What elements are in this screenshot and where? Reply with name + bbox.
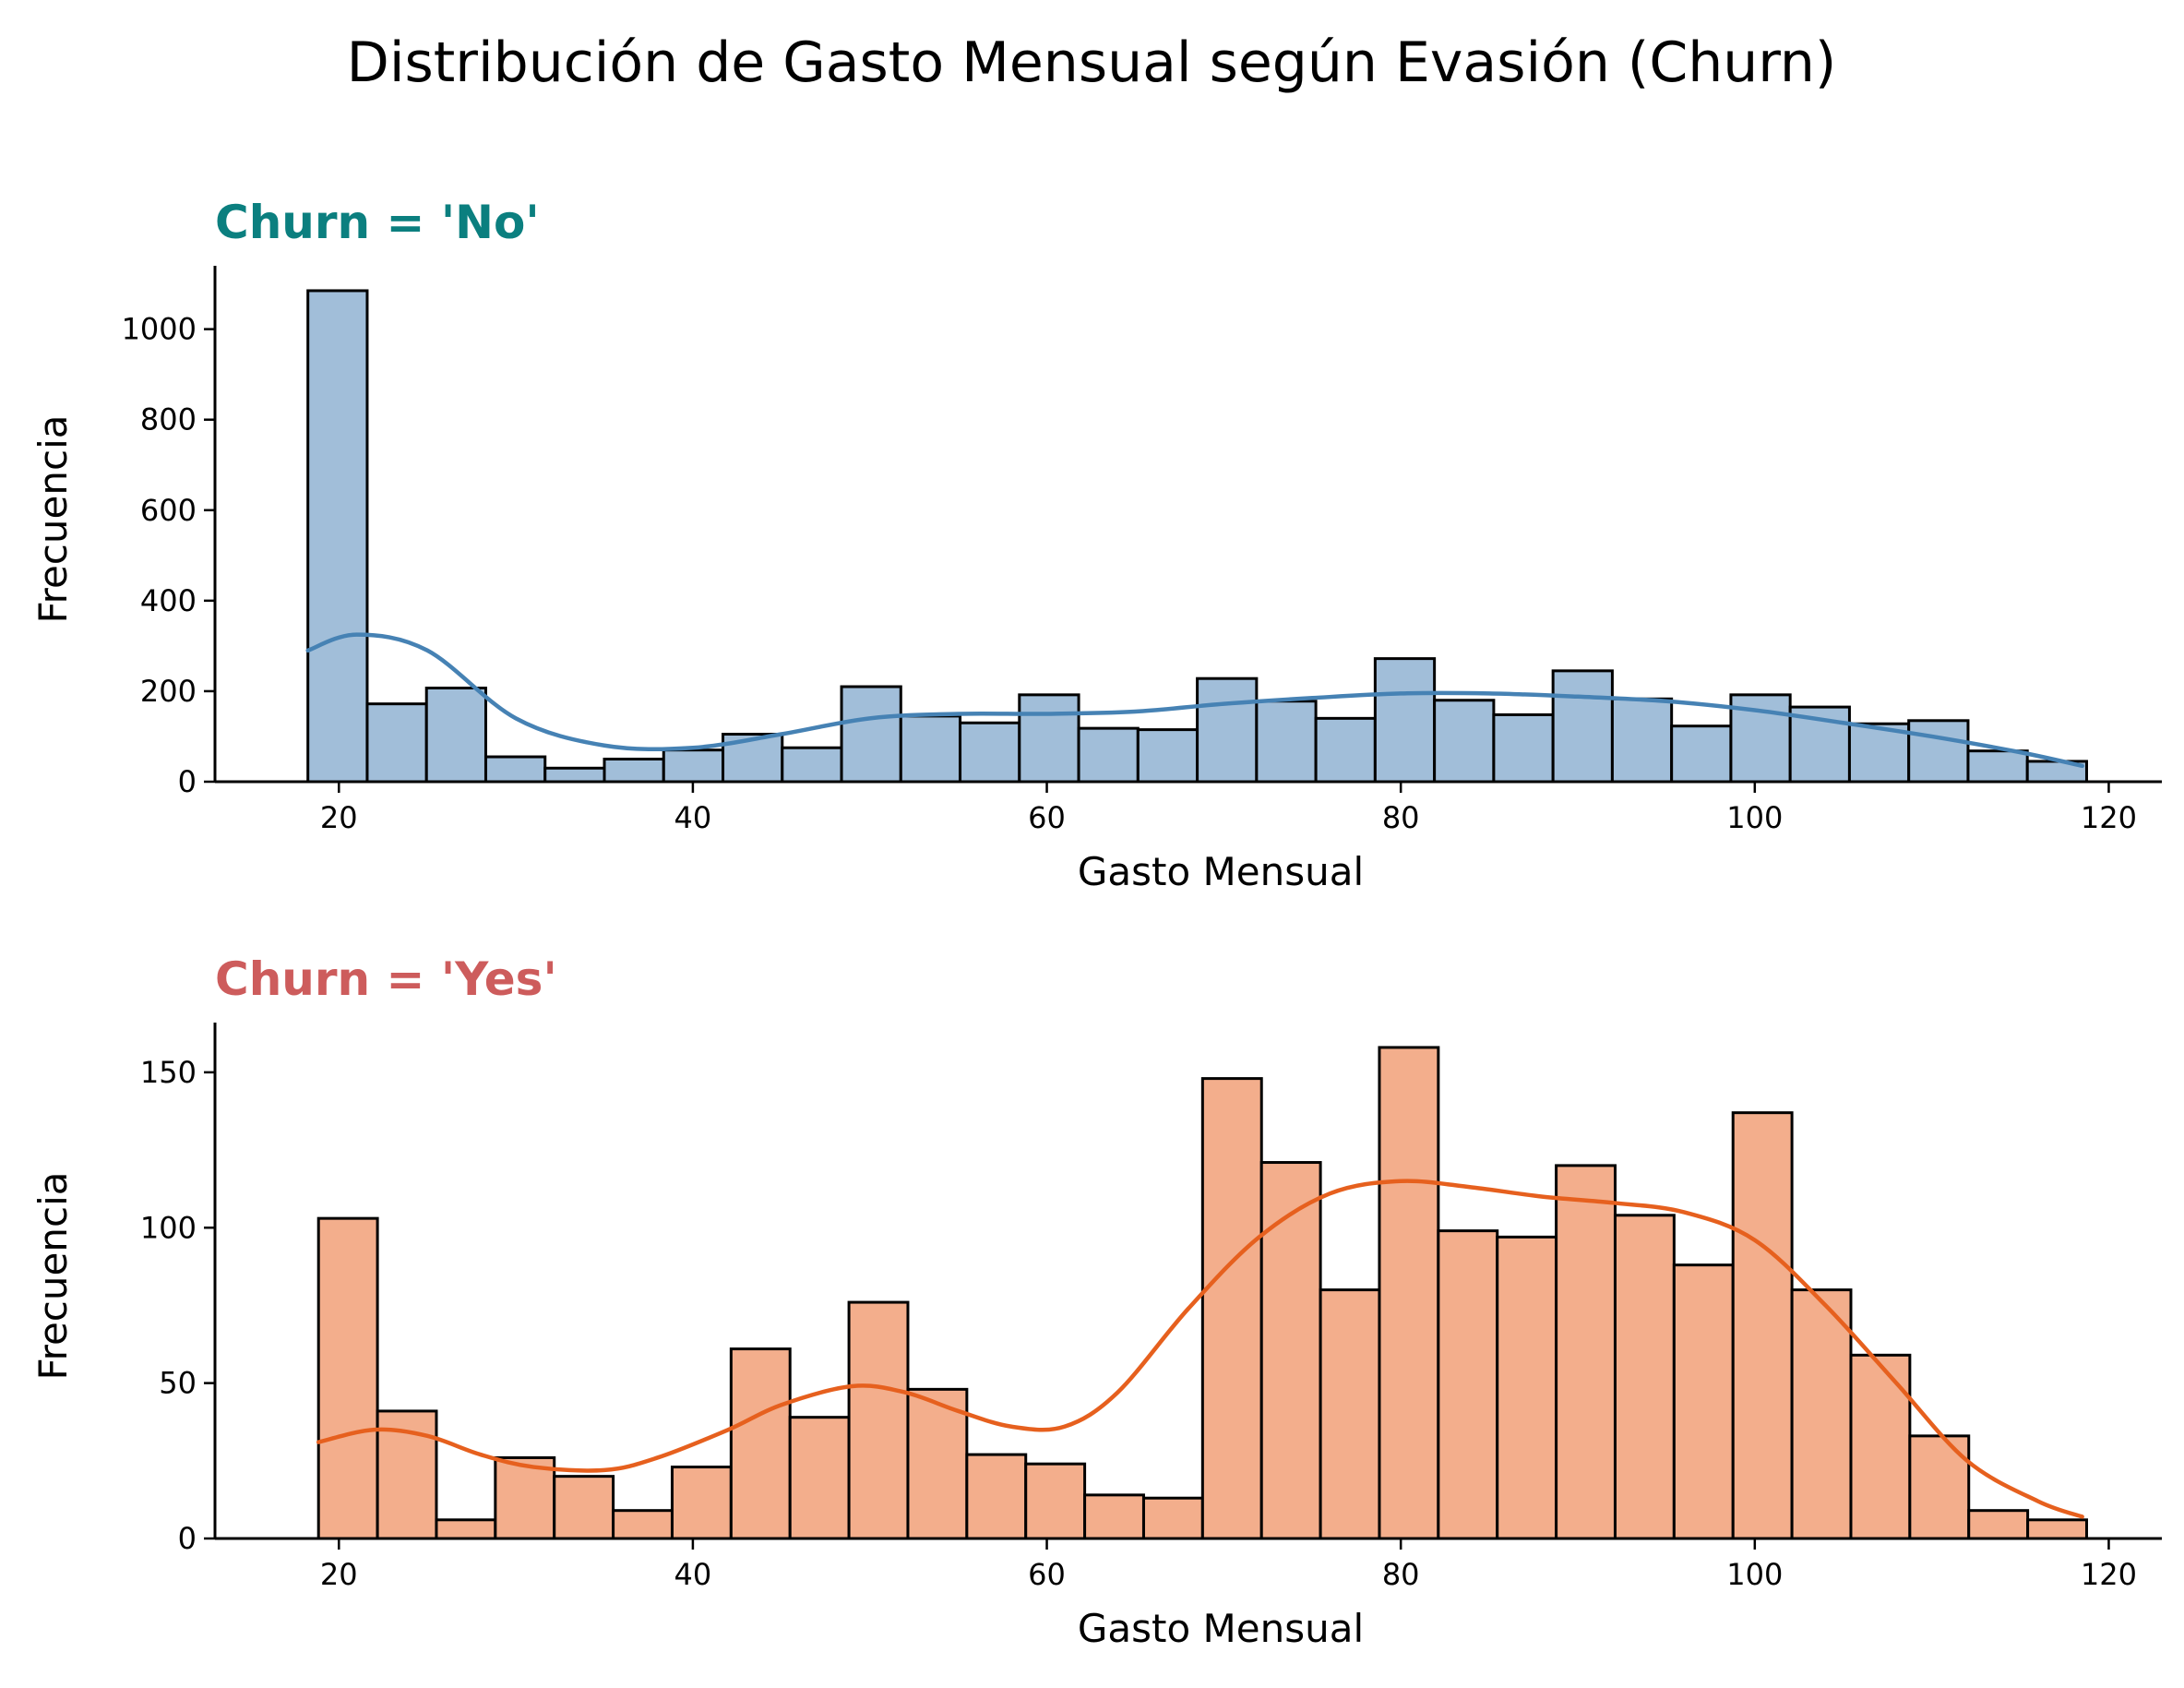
histogram-bar xyxy=(543,766,606,784)
histogram-bar xyxy=(729,1347,792,1540)
histogram-bar xyxy=(603,757,665,784)
panel-title: Churn = 'Yes' xyxy=(215,952,557,1006)
histogram-bar xyxy=(1373,657,1437,784)
kde-curve xyxy=(305,632,2084,769)
histogram-bar xyxy=(1731,1111,1794,1540)
panel-title: Churn = 'No' xyxy=(215,196,540,249)
histogram-bar xyxy=(788,1416,851,1540)
histogram-bar xyxy=(662,748,725,784)
histogram-bar xyxy=(1196,676,1259,784)
histogram-bar xyxy=(1849,1353,1912,1540)
x-tick-label: 100 xyxy=(1726,1557,1783,1592)
y-tick-label: 0 xyxy=(178,764,197,799)
x-axis-label: Gasto Mensual xyxy=(1078,849,1364,894)
histogram-bar xyxy=(612,1509,674,1540)
histogram-bar xyxy=(965,1453,1028,1540)
histogram-bar xyxy=(1966,749,2029,784)
x-tick-label: 20 xyxy=(320,800,358,835)
histogram-bar xyxy=(1907,719,1970,784)
x-tick-label: 100 xyxy=(1726,800,1783,835)
histogram-bar xyxy=(1437,1229,1499,1540)
histogram-bar xyxy=(840,685,902,784)
histogram-bar xyxy=(1492,712,1555,784)
histogram-bar xyxy=(1141,1496,1204,1540)
y-tick-label: 600 xyxy=(140,493,197,528)
histogram-bar xyxy=(1613,1214,1676,1540)
x-tick-label: 60 xyxy=(1028,800,1066,835)
histogram-bar xyxy=(670,1466,733,1540)
y-tick-label: 200 xyxy=(140,674,197,709)
histogram-bar xyxy=(1077,726,1140,784)
histogram-bar xyxy=(1314,716,1377,784)
histogram-bar xyxy=(906,1387,969,1540)
y-axis-label: Frecuencia xyxy=(30,415,76,624)
histogram-bar xyxy=(899,714,962,784)
histogram-bar xyxy=(1319,1288,1381,1540)
histogram-bar xyxy=(1967,1509,2030,1540)
x-tick-label: 120 xyxy=(2081,1557,2137,1592)
histogram-bar xyxy=(1259,1161,1322,1540)
y-tick-label: 800 xyxy=(140,402,197,437)
histogram-bar xyxy=(1555,1164,1617,1540)
histogram-bar xyxy=(553,1475,615,1540)
y-tick-label: 50 xyxy=(159,1366,197,1401)
histogram-bar xyxy=(1255,700,1318,784)
x-tick-label: 40 xyxy=(674,800,712,835)
histogram-bar xyxy=(1672,1263,1735,1540)
x-axis-label: Gasto Mensual xyxy=(1078,1606,1364,1651)
histogram-bar xyxy=(316,1216,379,1540)
histogram-bar xyxy=(1496,1235,1558,1540)
histogram-bar xyxy=(435,1518,497,1540)
y-tick-label: 1000 xyxy=(122,312,197,347)
histogram-bar xyxy=(1610,697,1674,784)
histogram-bar xyxy=(1551,669,1614,784)
histogram-bar xyxy=(2026,1518,2088,1540)
histogram-bar xyxy=(1083,1493,1145,1540)
histogram-bar xyxy=(1670,724,1733,784)
y-tick-label: 100 xyxy=(140,1210,197,1245)
x-tick-label: 120 xyxy=(2081,800,2137,835)
histogram-bar xyxy=(1024,1462,1087,1540)
kde-curve xyxy=(316,1179,2084,1519)
y-tick-label: 400 xyxy=(140,583,197,618)
histogram-bar xyxy=(1200,1077,1263,1540)
histogram-bar xyxy=(483,755,547,784)
histogram-bar xyxy=(494,1455,556,1540)
panel-churn-yes: Churn = 'Yes' 20 40 60 80 100 120 0 50 100 150 Gas… xyxy=(30,952,2162,1651)
x-tick-label: 40 xyxy=(674,1557,712,1592)
histogram-bar xyxy=(365,702,428,784)
histogram-bar xyxy=(1136,728,1199,784)
y-tick-label: 0 xyxy=(178,1521,197,1556)
x-tick-label: 80 xyxy=(1382,1557,1420,1592)
figure-suptitle: Distribución de Gasto Mensual según Evas… xyxy=(347,30,1837,95)
panel-churn-no: Churn = 'No' 20 40 60 80 100 120 0 200 400 600 800… xyxy=(30,196,2162,894)
histogram-bar xyxy=(847,1300,910,1540)
x-tick-label: 60 xyxy=(1028,1557,1066,1592)
histogram-bar xyxy=(1908,1434,1971,1540)
histogram-bar xyxy=(1378,1046,1440,1540)
histogram-bar xyxy=(1847,722,1911,784)
histogram-bar xyxy=(781,746,843,784)
histogram-bar xyxy=(424,687,487,784)
histogram-bar xyxy=(1790,1288,1853,1540)
histogram-bar xyxy=(306,289,369,784)
y-axis-label: Frecuencia xyxy=(30,1172,76,1381)
x-tick-label: 80 xyxy=(1382,800,1420,835)
histogram-bar xyxy=(1018,693,1080,784)
x-tick-label: 20 xyxy=(320,1557,358,1592)
y-tick-label: 150 xyxy=(140,1055,197,1090)
histogram-bar xyxy=(959,721,1021,784)
histogram-bar xyxy=(1433,699,1496,784)
